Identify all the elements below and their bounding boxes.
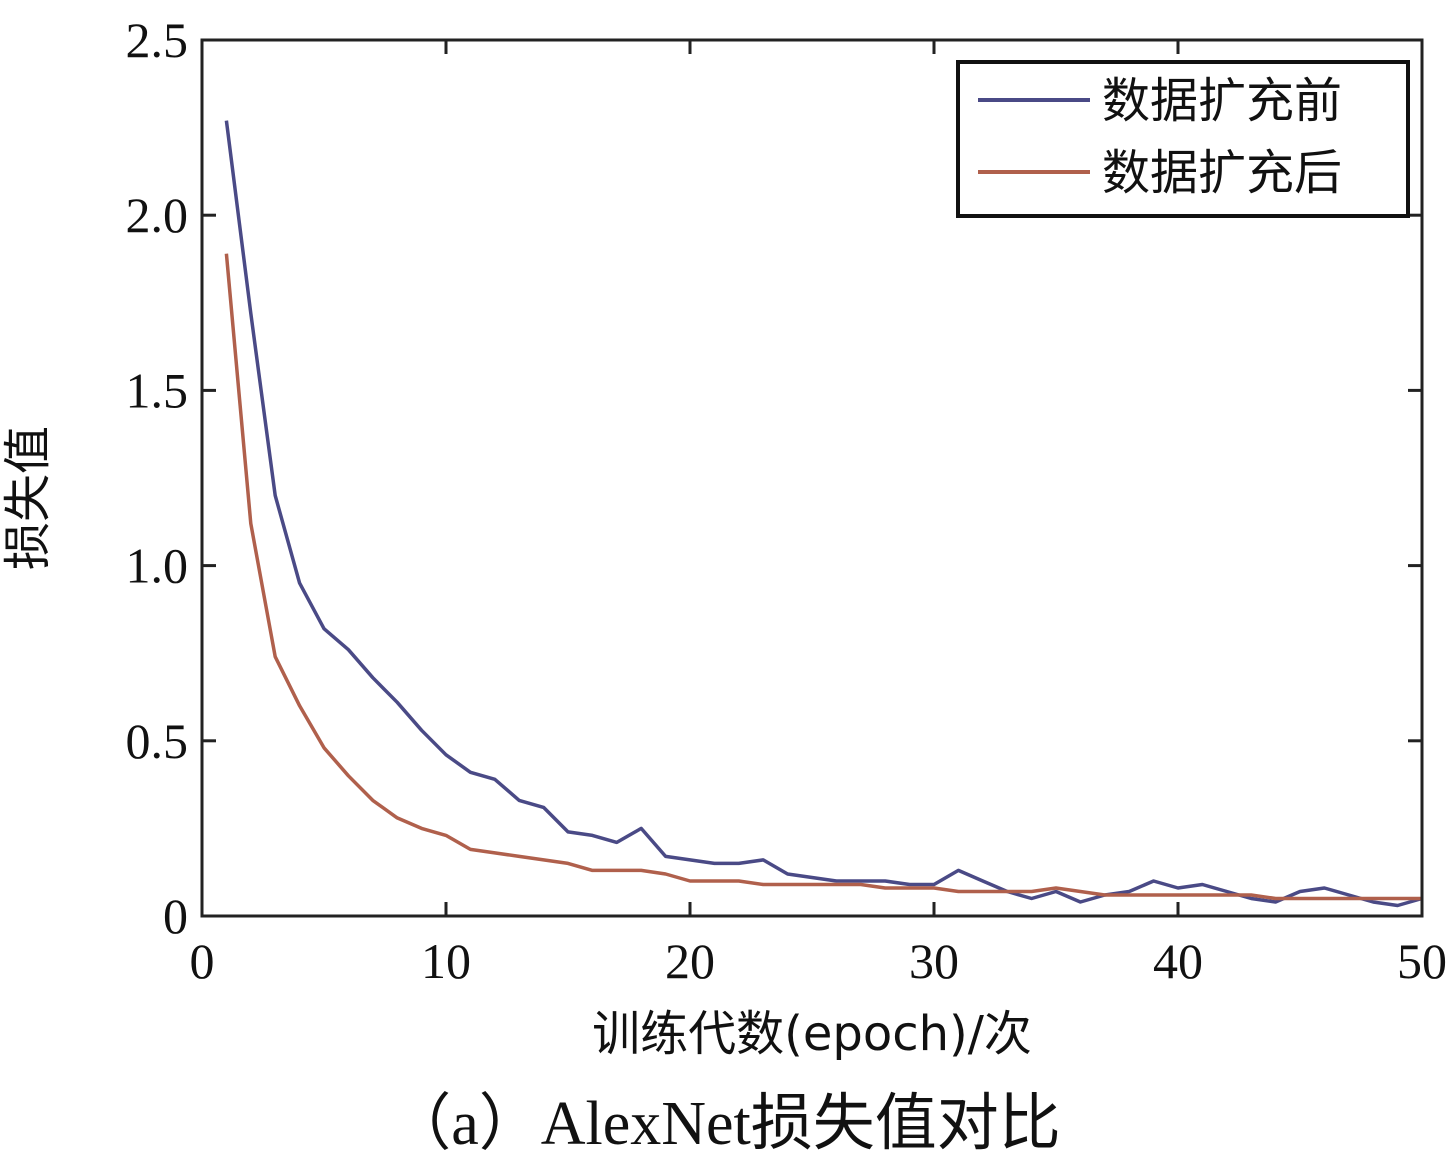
figure-caption: （a）AlexNet损失值对比 (389, 1090, 1061, 1158)
y-tick-label-4: 2.0 (126, 187, 189, 243)
y-tick-label-2: 1.0 (126, 538, 189, 594)
y-tick-label-1: 0.5 (126, 713, 189, 769)
loss-chart: 0 10 20 30 40 50 0 0.5 1.0 1.5 2.0 2.5 训练代数(epoch)… (0, 12, 1448, 1062)
x-tick-label-1: 10 (421, 933, 471, 989)
x-tick-labels: 0 10 20 30 40 50 (190, 933, 1448, 989)
series-line-0 (224, 120, 1423, 908)
x-tick-label-4: 40 (1153, 933, 1203, 989)
y-axis-label: 损失值 (0, 426, 56, 570)
series-lines (224, 120, 1423, 908)
y-axis-label-group: 损失值 (0, 426, 56, 570)
y-tick-label-0: 0 (163, 888, 188, 944)
plot-frame (200, 38, 1424, 918)
legend-box (956, 60, 1410, 218)
x-axis-label: 训练代数(epoch)/次 (592, 1006, 1032, 1062)
x-tick-label-0: 0 (190, 933, 215, 989)
y-tick-label-5: 2.5 (126, 12, 189, 68)
y-tick-label-3: 1.5 (126, 362, 189, 418)
legend-label-0: 数据扩充前 (1102, 73, 1342, 129)
series-line-1 (224, 253, 1422, 901)
x-tick-label-2: 20 (665, 933, 715, 989)
x-tick-label-3: 30 (909, 933, 959, 989)
x-tick-label-5: 50 (1397, 933, 1447, 989)
y-tick-labels: 0 0.5 1.0 1.5 2.0 2.5 (126, 12, 189, 944)
legend-label-1: 数据扩充后 (1102, 145, 1342, 201)
